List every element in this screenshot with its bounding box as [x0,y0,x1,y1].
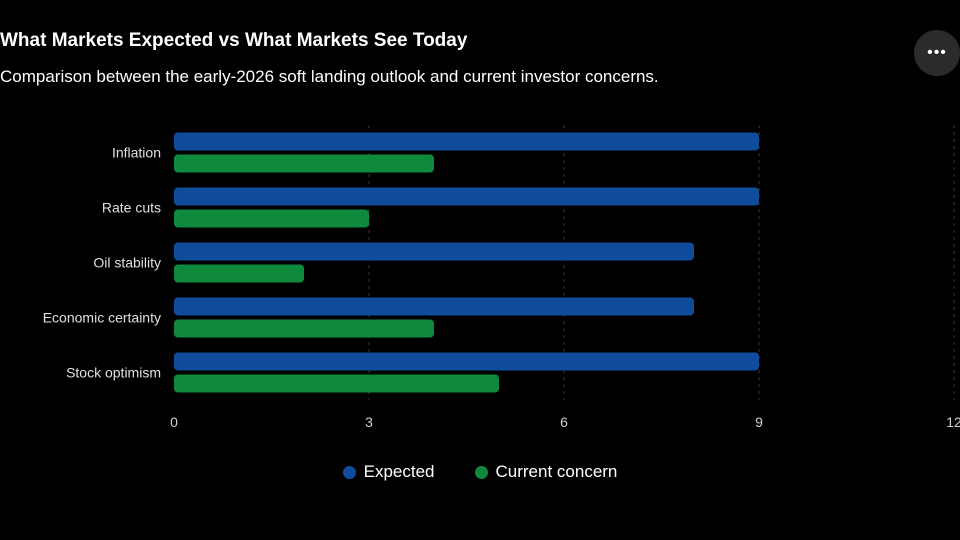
category-label: Oil stability [93,255,161,271]
legend-label-expected: Expected [363,462,435,481]
chart-subtitle: Comparison between the early-2026 soft l… [0,67,659,86]
more-horizontal-icon: ••• [927,44,947,61]
x-tick-label: 6 [560,414,568,430]
chart-title: What Markets Expected vs What Markets Se… [0,30,468,51]
more-options-button[interactable]: ••• [914,30,960,76]
category-label: Inflation [112,145,161,161]
bar-current-concern [174,154,434,173]
bar-expected [174,132,759,151]
legend-item-current-concern[interactable]: Current concern [474,462,618,482]
x-tick-label: 12 [946,414,960,430]
bar-current-concern [174,374,499,393]
bar-current-concern [174,264,304,283]
bar-expected [174,297,694,316]
category-label: Stock optimism [66,365,161,381]
bar-current-concern [174,209,369,228]
chart-legend: Expected Current concern [0,462,960,482]
category-label: Economic certainty [43,310,161,326]
x-tick-label: 0 [170,414,178,430]
legend-label-current-concern: Current concern [495,462,618,481]
bar-expected [174,352,759,371]
legend-swatch-expected [342,465,356,479]
bar-current-concern [174,319,434,338]
category-label: Rate cuts [102,200,161,216]
x-tick-label: 3 [365,414,373,430]
legend-swatch-current-concern [474,465,488,479]
legend-item-expected[interactable]: Expected [342,462,435,482]
x-tick-label: 9 [755,414,763,430]
bar-expected [174,242,694,261]
bar-expected [174,187,759,206]
